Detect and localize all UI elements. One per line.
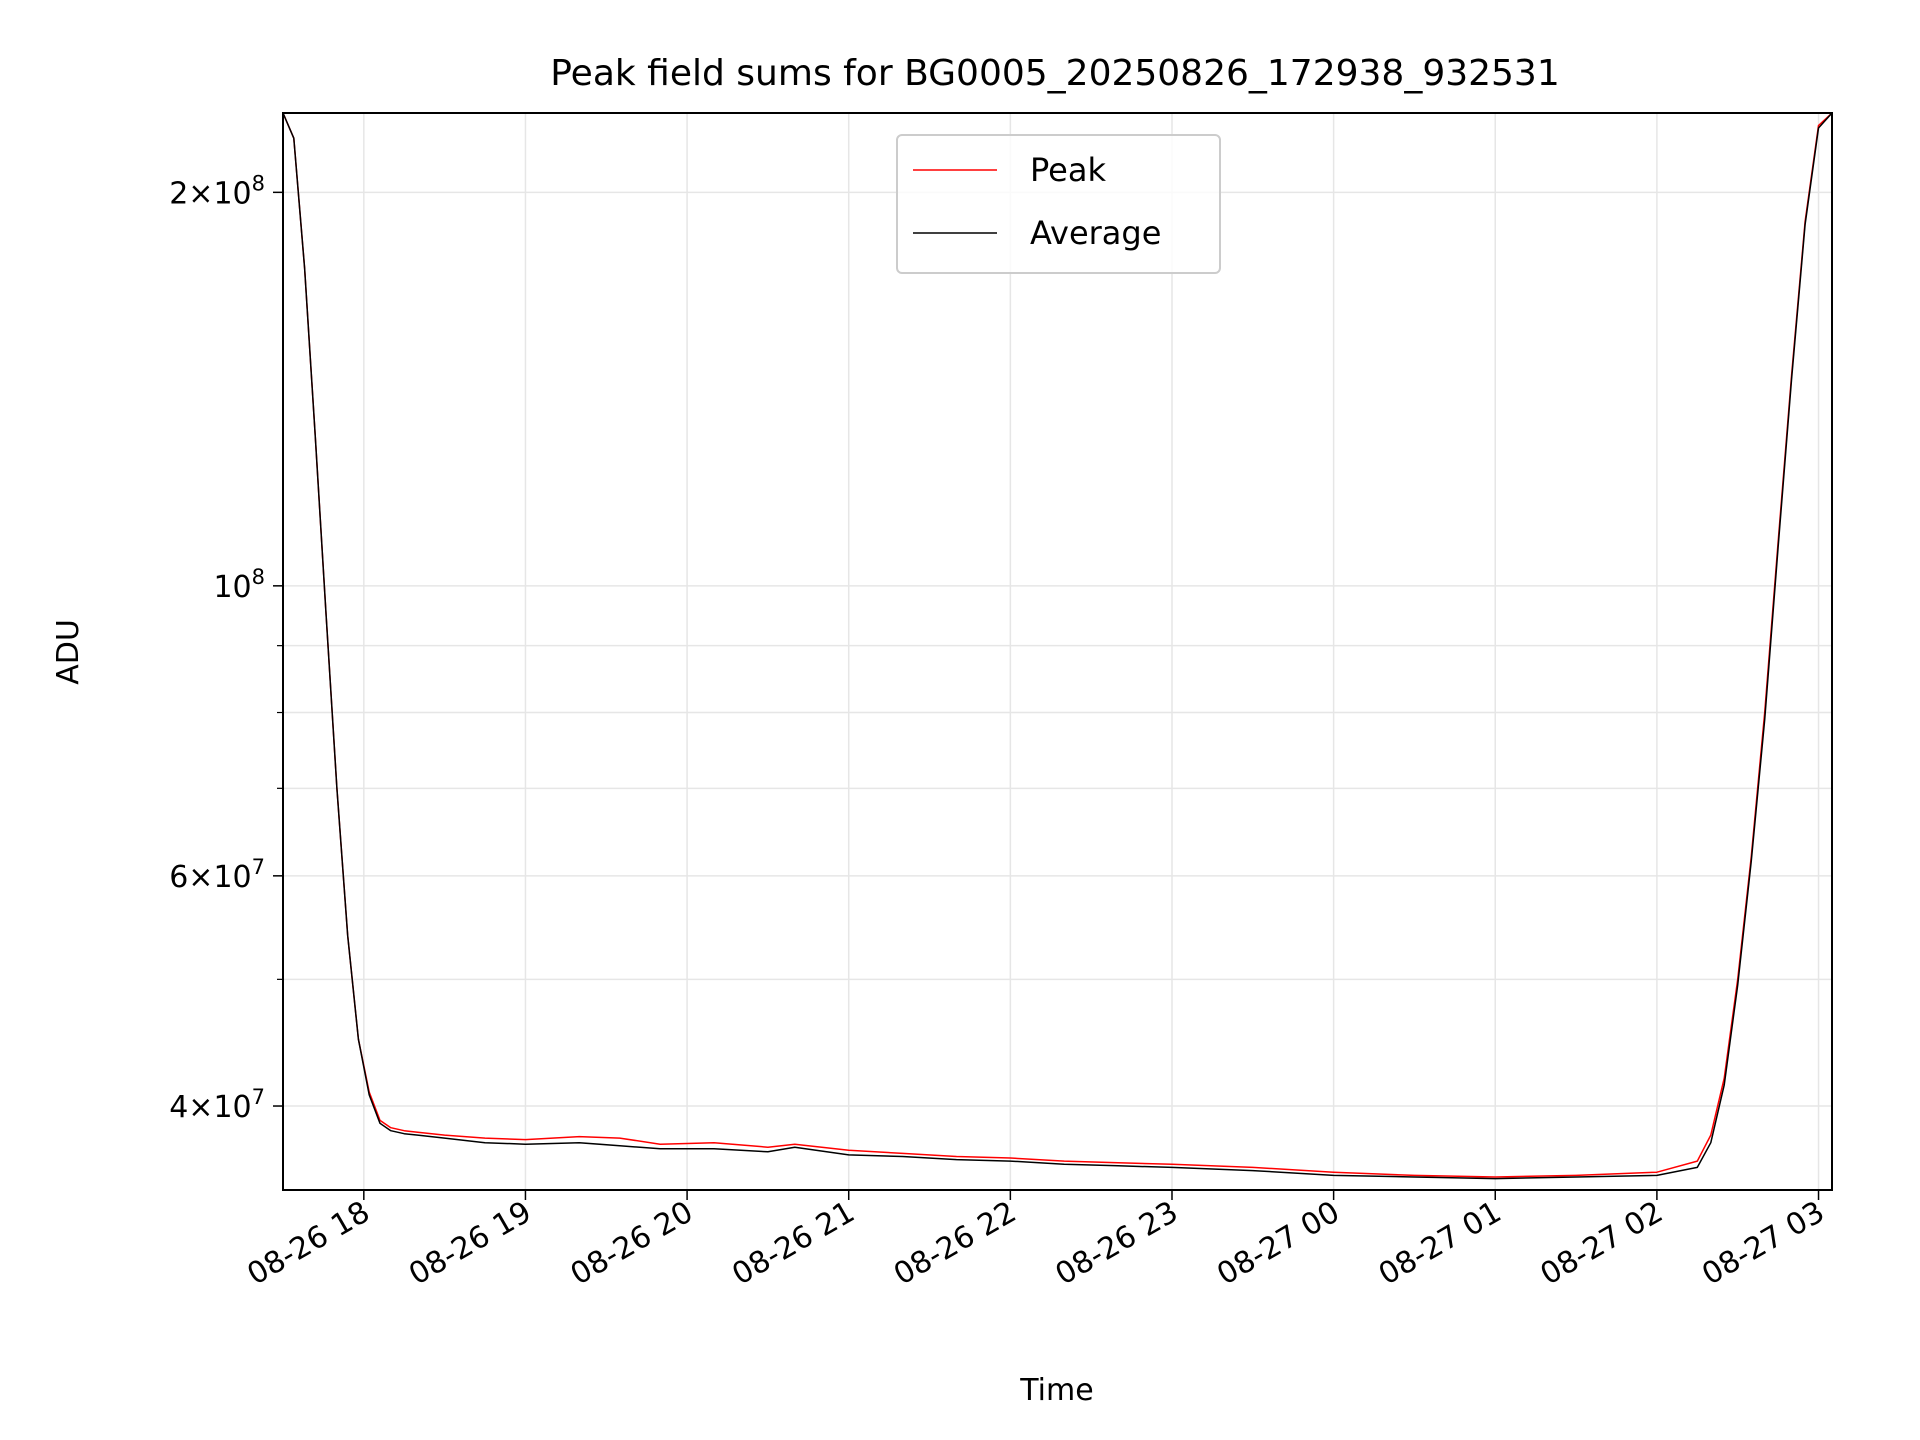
x-axis-label: Time — [1019, 1373, 1093, 1408]
plot-frame — [282, 112, 1833, 1191]
series-line-average — [282, 112, 1833, 1180]
plot-area — [283, 113, 1832, 1190]
legend-label-peak: Peak — [1030, 151, 1106, 189]
legend-label-average: Average — [1030, 214, 1161, 252]
series-layer — [282, 112, 1833, 1180]
y-tick-label: 6×107 — [169, 855, 265, 895]
legend: Peak Average — [896, 134, 1221, 274]
y-tick-label: 4×107 — [169, 1085, 265, 1125]
y-axis-label: ADU — [51, 619, 86, 685]
y-tick-label: 2×108 — [169, 171, 265, 211]
grid — [283, 113, 1832, 1190]
chart-title: Peak field sums for BG0005_20250826_1729… — [550, 53, 1560, 94]
